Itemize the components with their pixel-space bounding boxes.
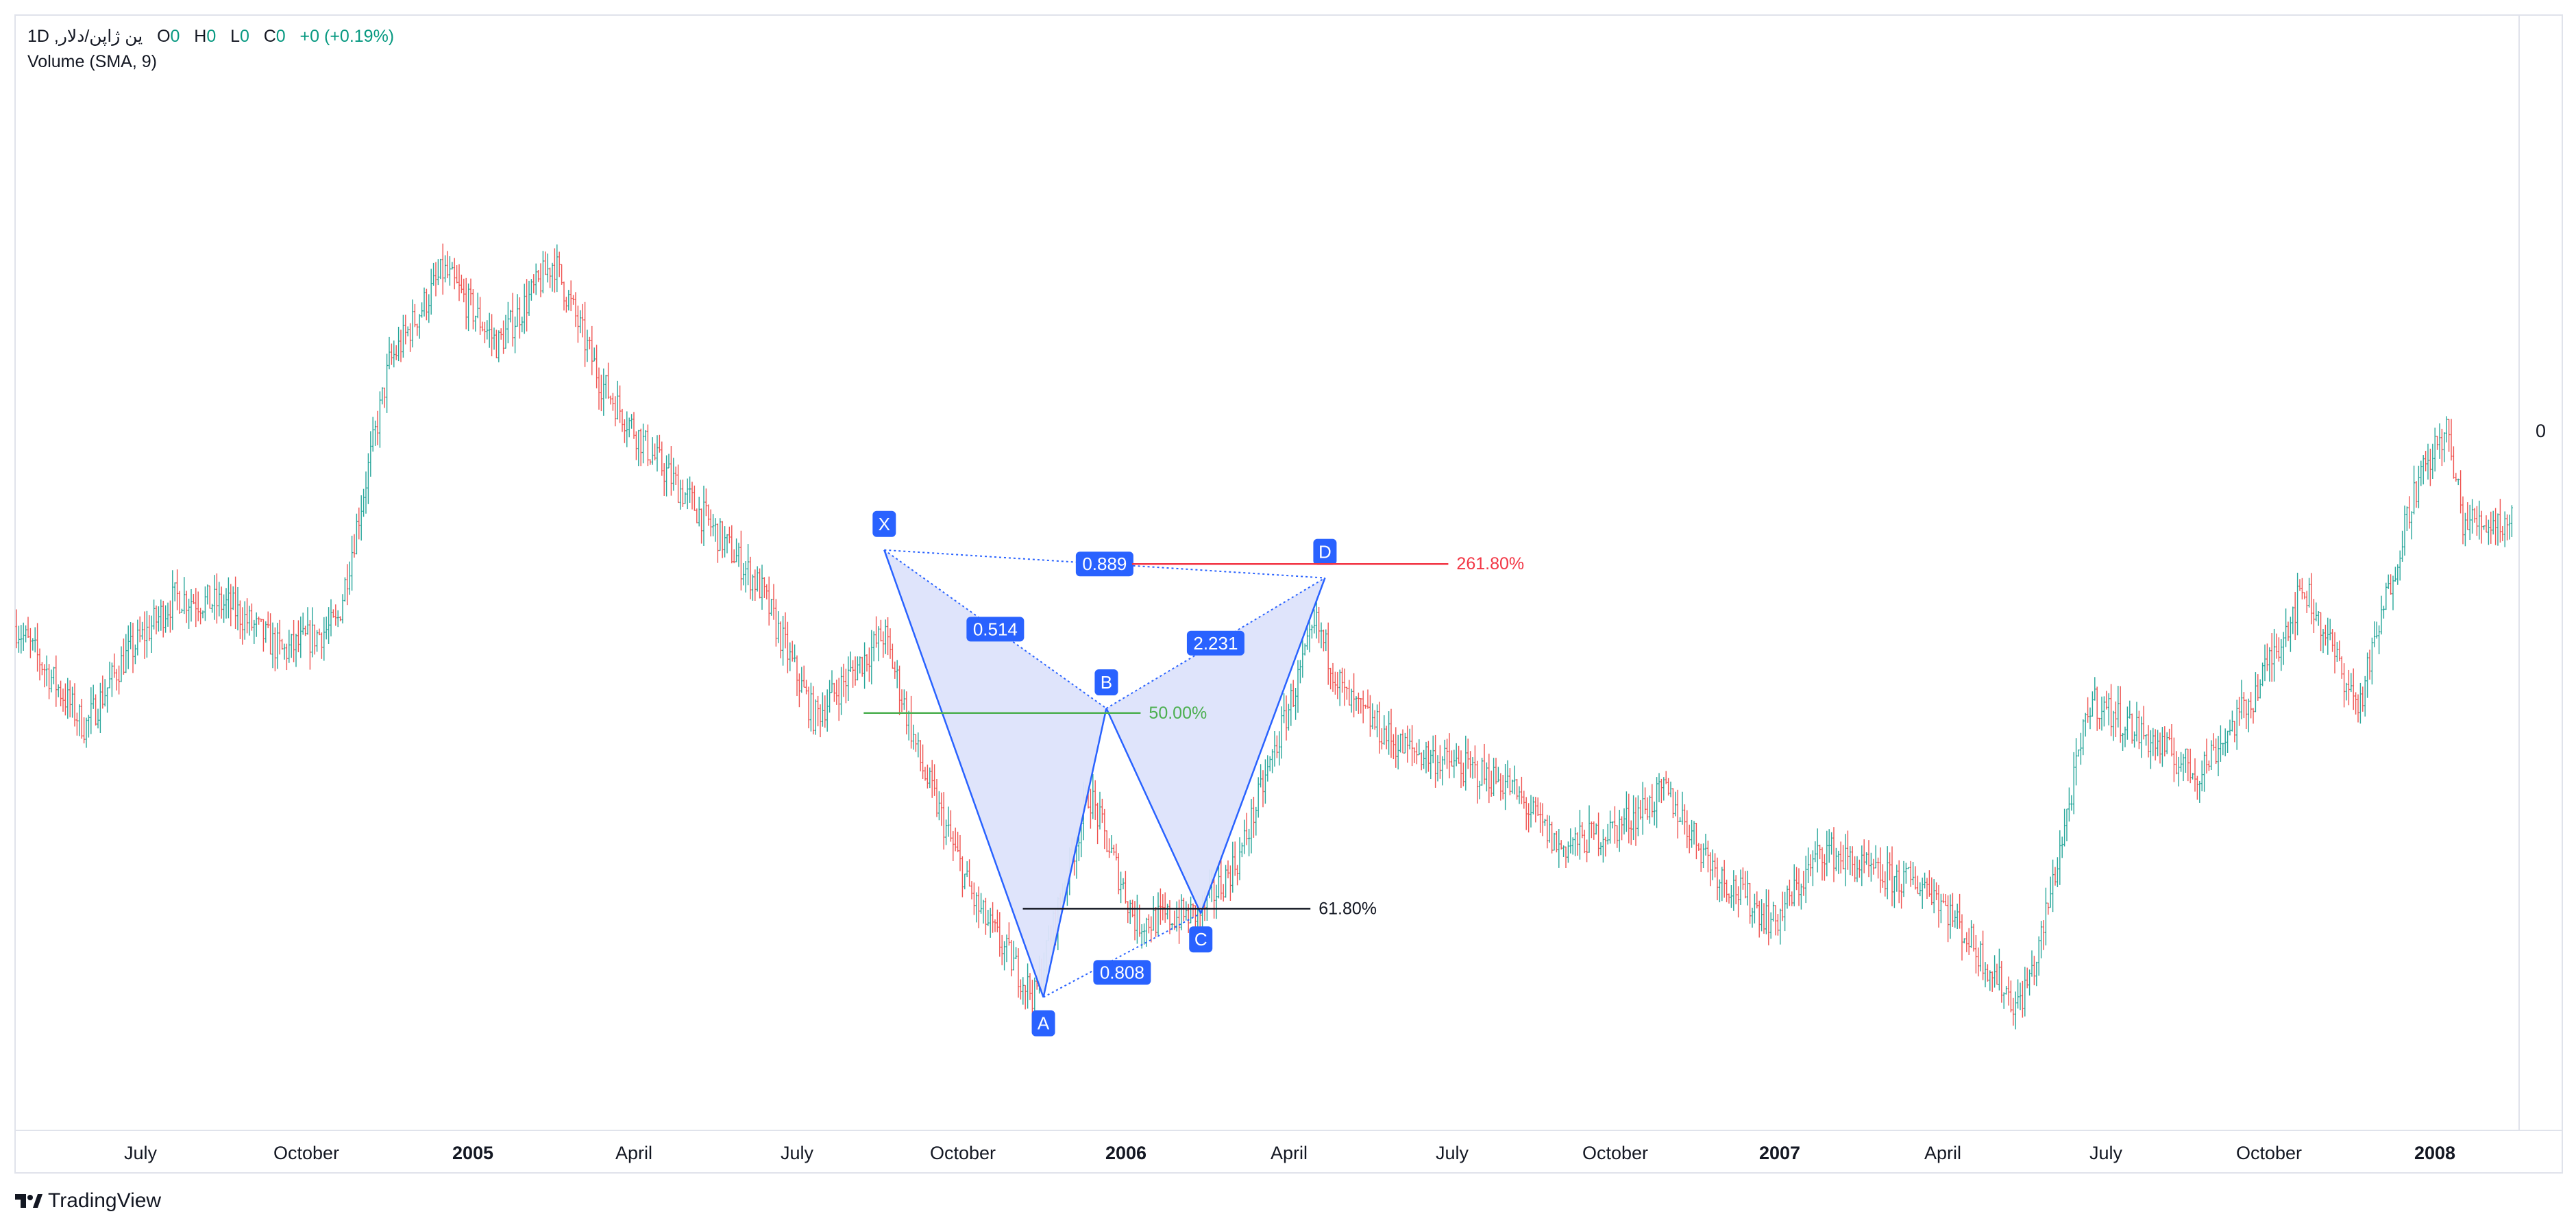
- time-axis-tick: 2005: [452, 1143, 493, 1163]
- pattern-point-text: C: [1194, 929, 1207, 950]
- pattern-point-b[interactable]: B: [1094, 669, 1118, 695]
- pattern-ratio-line: [1043, 913, 1201, 998]
- legend-volume[interactable]: Volume (SMA, 9): [27, 52, 157, 72]
- time-axis-tick: July: [124, 1143, 158, 1163]
- pattern-point-x[interactable]: X: [872, 510, 896, 537]
- fib-level-label: 61.80%: [1318, 899, 1377, 918]
- legend-low-value: 0: [239, 27, 249, 46]
- legend-open-label: O: [157, 27, 171, 46]
- tradingview-logo[interactable]: TradingView: [15, 1189, 161, 1213]
- pattern-ratio-line: [1105, 577, 1325, 709]
- pattern-point-text: D: [1318, 542, 1332, 562]
- pattern-fill-xab: [884, 549, 1107, 997]
- time-axis-tick: July: [781, 1143, 814, 1163]
- ratio-label-bd[interactable]: 2.231: [1186, 630, 1244, 656]
- ratio-label-xb[interactable]: 0.514: [966, 617, 1025, 642]
- pattern-leg[interactable]: [1200, 578, 1326, 914]
- legend-open-value: 0: [170, 27, 180, 46]
- legend-high-value: 0: [206, 27, 217, 46]
- legend-symbol[interactable]: ين ژاپن/دلار, 1D: [27, 27, 143, 46]
- ratio-label-ac-text: 0.808: [1100, 962, 1144, 982]
- time-axis-tick: July: [2089, 1143, 2123, 1163]
- pattern-leg[interactable]: [883, 549, 1044, 998]
- time-axis-tick: October: [2236, 1143, 2302, 1163]
- time-axis-tick: July: [1436, 1143, 1469, 1163]
- legend-close-value: 0: [275, 27, 286, 46]
- time-axis-tick: October: [273, 1143, 339, 1163]
- pattern-point-box: [1189, 926, 1213, 953]
- pattern-point-box: [872, 510, 896, 537]
- time-axis-tick: April: [615, 1143, 652, 1163]
- pattern-point-d[interactable]: D: [1313, 538, 1337, 565]
- fib-level-label: 261.80%: [1456, 554, 1524, 573]
- time-axis[interactable]: July October 2005 April July October 2006 April…: [124, 1143, 2455, 1163]
- price-axis-last-value: 0: [2536, 421, 2546, 441]
- fib-level-label: 50.00%: [1149, 704, 1207, 723]
- legend-high-label: H: [194, 27, 207, 46]
- harmonic-pattern[interactable]: 0.514 0.808 2.231 0.889 X A B C D: [872, 510, 1337, 1037]
- legend-close-label: C: [263, 27, 276, 46]
- time-axis-tick: October: [1582, 1143, 1648, 1163]
- ratio-label-ac[interactable]: 0.808: [1093, 960, 1151, 985]
- fib-levels: 261.80% 50.00% 61.80%: [863, 554, 1524, 918]
- ratio-label-ac-box: [1093, 960, 1151, 985]
- legend-low-label: L: [230, 27, 240, 46]
- time-axis-tick: April: [1271, 1143, 1308, 1163]
- pattern-leg[interactable]: [1042, 708, 1107, 997]
- legend-volume-label: Volume (SMA, 9): [27, 52, 157, 71]
- ratio-label-xb-box: [966, 617, 1025, 642]
- pattern-leg[interactable]: [1105, 708, 1202, 914]
- time-axis-tick: 2008: [2414, 1143, 2455, 1163]
- ratio-label-xd-text: 0.889: [1082, 554, 1127, 574]
- time-axis-tick: 2006: [1105, 1143, 1146, 1163]
- ratio-label-bd-text: 2.231: [1193, 633, 1238, 654]
- ratio-label-xd[interactable]: 0.889: [1075, 551, 1133, 577]
- pattern-point-a[interactable]: A: [1031, 1010, 1055, 1037]
- pattern-fill-bcd: [1106, 578, 1325, 914]
- time-axis-tick: April: [1924, 1143, 1961, 1163]
- pattern-point-box: [1094, 669, 1118, 695]
- ratio-label-xd-box: [1075, 551, 1133, 577]
- legend-ohlc: ين ژاپن/دلار, 1D O0 H0 L0 C0 +0 (+0.19%): [27, 26, 394, 47]
- pattern-ratio-line: [883, 549, 1107, 709]
- time-axis-tick: 2007: [1759, 1143, 1800, 1163]
- pattern-point-box: [1031, 1010, 1055, 1037]
- time-axis-tick: October: [930, 1143, 996, 1163]
- tradingview-logo-icon: [15, 1194, 42, 1208]
- legend-change: +0 (+0.19%): [299, 27, 395, 46]
- ratio-label-bd-box: [1186, 630, 1244, 656]
- pattern-point-text: A: [1038, 1013, 1050, 1034]
- chart-border: [14, 14, 2563, 1174]
- pattern-point-box: [1313, 538, 1337, 565]
- ratio-label-xb-text: 0.514: [973, 619, 1018, 639]
- pattern-point-c[interactable]: C: [1189, 926, 1213, 953]
- pattern-point-text: B: [1101, 672, 1112, 693]
- pattern-point-text: X: [879, 514, 890, 534]
- tradingview-logo-text: TradingView: [48, 1189, 162, 1212]
